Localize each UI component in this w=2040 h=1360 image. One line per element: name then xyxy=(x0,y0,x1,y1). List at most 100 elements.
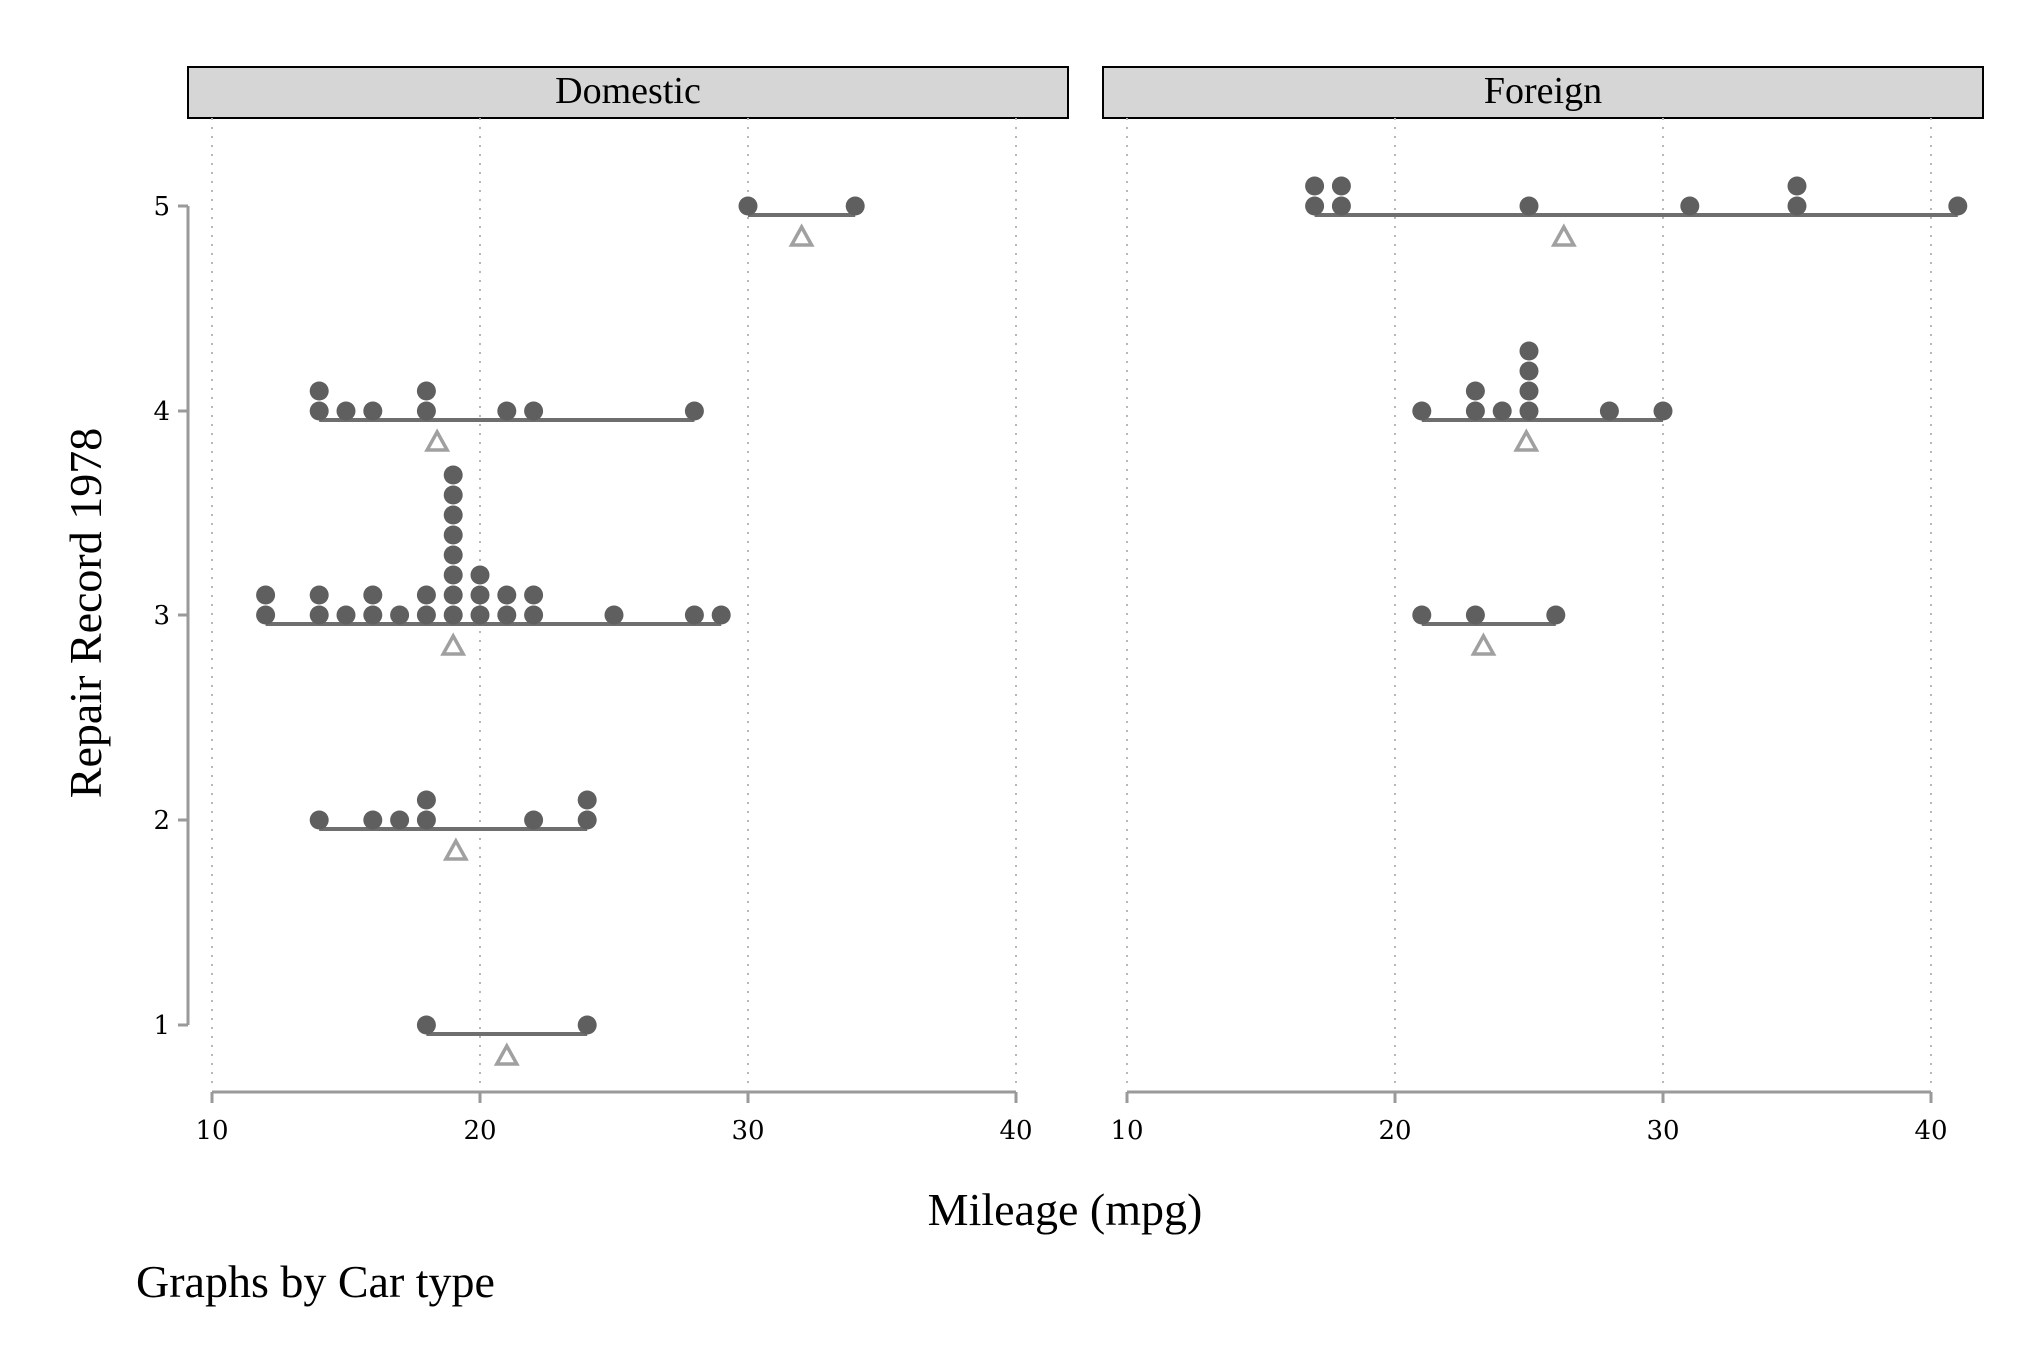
point-domestic-rep2-2 xyxy=(390,810,410,830)
point-domestic-rep2-6 xyxy=(577,810,597,830)
point-foreign-rep4-0 xyxy=(1412,401,1432,421)
point-domestic-rep1-1 xyxy=(577,1015,597,1035)
mean-marker-domestic-rep3 xyxy=(440,632,467,656)
x-tick-label-domestic-20: 20 xyxy=(463,1116,496,1146)
point-foreign-rep4-7 xyxy=(1519,341,1539,361)
point-domestic-rep2-5 xyxy=(524,810,544,830)
point-domestic-rep3-15 xyxy=(443,505,463,525)
point-domestic-rep3-19 xyxy=(470,585,490,605)
point-domestic-rep3-21 xyxy=(497,605,517,625)
x-tick-label-foreign-30: 30 xyxy=(1646,1116,1679,1146)
point-domestic-rep2-3 xyxy=(416,810,436,830)
point-domestic-rep4-2 xyxy=(336,401,356,421)
point-foreign-rep4-3 xyxy=(1492,401,1512,421)
point-domestic-rep4-3 xyxy=(363,401,383,421)
y-tick-label-3: 3 xyxy=(153,601,170,631)
point-domestic-rep3-0 xyxy=(256,605,276,625)
point-domestic-rep3-8 xyxy=(416,605,436,625)
point-domestic-rep3-20 xyxy=(470,565,490,585)
y-tick-label-4: 4 xyxy=(153,397,170,427)
x-axis-title: Mileage (mpg) xyxy=(928,1184,1203,1235)
point-domestic-rep1-0 xyxy=(416,1015,436,1035)
x-tick-label-domestic-40: 40 xyxy=(999,1116,1032,1146)
point-foreign-rep5-0 xyxy=(1305,196,1325,216)
point-foreign-rep5-5 xyxy=(1680,196,1700,216)
point-domestic-rep3-13 xyxy=(443,545,463,565)
point-domestic-rep3-10 xyxy=(443,605,463,625)
point-foreign-rep4-6 xyxy=(1519,361,1539,381)
point-domestic-rep4-1 xyxy=(309,381,329,401)
point-domestic-rep3-6 xyxy=(363,585,383,605)
point-foreign-rep4-5 xyxy=(1519,381,1539,401)
point-domestic-rep3-9 xyxy=(416,585,436,605)
x-tick-label-domestic-10: 10 xyxy=(195,1116,228,1146)
point-foreign-rep4-9 xyxy=(1653,401,1673,421)
point-domestic-rep3-23 xyxy=(524,605,544,625)
point-domestic-rep3-26 xyxy=(684,605,704,625)
chart-note: Graphs by Car type xyxy=(136,1256,495,1307)
point-foreign-rep5-7 xyxy=(1787,176,1807,196)
point-domestic-rep3-25 xyxy=(604,605,624,625)
x-tick-label-domestic-30: 30 xyxy=(731,1116,764,1146)
mean-marker-foreign-rep5 xyxy=(1550,223,1577,247)
point-domestic-rep3-5 xyxy=(363,605,383,625)
point-domestic-rep2-1 xyxy=(363,810,383,830)
point-domestic-rep4-4 xyxy=(416,401,436,421)
point-domestic-rep2-0 xyxy=(309,810,329,830)
point-domestic-rep3-27 xyxy=(711,605,731,625)
point-foreign-rep4-4 xyxy=(1519,401,1539,421)
mean-marker-foreign-rep4 xyxy=(1513,428,1540,452)
point-domestic-rep2-4 xyxy=(416,790,436,810)
point-foreign-rep5-2 xyxy=(1331,196,1351,216)
point-domestic-rep4-5 xyxy=(416,381,436,401)
point-domestic-rep3-1 xyxy=(256,585,276,605)
point-domestic-rep3-7 xyxy=(390,605,410,625)
point-foreign-rep3-1 xyxy=(1465,605,1485,625)
point-domestic-rep3-11 xyxy=(443,585,463,605)
point-domestic-rep3-3 xyxy=(309,585,329,605)
panel-title-foreign: Foreign xyxy=(1484,70,1602,112)
x-tick-label-foreign-40: 40 xyxy=(1914,1116,1947,1146)
point-domestic-rep3-22 xyxy=(497,585,517,605)
x-tick-label-foreign-10: 10 xyxy=(1110,1116,1143,1146)
mean-marker-domestic-rep4 xyxy=(424,428,451,452)
point-domestic-rep3-24 xyxy=(524,585,544,605)
point-foreign-rep5-1 xyxy=(1305,176,1325,196)
y-tick-label-2: 2 xyxy=(153,806,170,836)
point-domestic-rep2-7 xyxy=(577,790,597,810)
point-foreign-rep5-6 xyxy=(1787,196,1807,216)
point-domestic-rep3-12 xyxy=(443,565,463,585)
panel-header-foreign xyxy=(1102,66,1984,119)
point-foreign-rep3-2 xyxy=(1546,605,1566,625)
plot-layer: 1 2 3 4 5 Domestic 10 20 30 40 Foreign 10 20 30 40 xyxy=(153,66,1984,1146)
point-foreign-rep3-0 xyxy=(1412,605,1432,625)
point-foreign-rep4-1 xyxy=(1465,401,1485,421)
point-domestic-rep3-16 xyxy=(443,485,463,505)
point-foreign-rep4-2 xyxy=(1465,381,1485,401)
point-foreign-rep5-3 xyxy=(1331,176,1351,196)
point-domestic-rep5-0 xyxy=(738,196,758,216)
point-domestic-rep4-7 xyxy=(524,401,544,421)
panel-title-domestic: Domestic xyxy=(555,70,701,112)
mean-marker-domestic-rep5 xyxy=(788,223,815,247)
y-tick-label-5: 5 xyxy=(153,192,170,222)
point-foreign-rep4-8 xyxy=(1599,401,1619,421)
x-tick-label-foreign-20: 20 xyxy=(1378,1116,1411,1146)
point-domestic-rep5-1 xyxy=(845,196,865,216)
point-domestic-rep3-2 xyxy=(309,605,329,625)
point-domestic-rep3-14 xyxy=(443,525,463,545)
mean-marker-domestic-rep1 xyxy=(493,1042,520,1066)
point-domestic-rep3-18 xyxy=(470,605,490,625)
point-domestic-rep3-17 xyxy=(443,465,463,485)
point-domestic-rep4-8 xyxy=(684,401,704,421)
mean-marker-foreign-rep3 xyxy=(1470,632,1497,656)
point-foreign-rep5-8 xyxy=(1948,196,1968,216)
panel-header-domestic xyxy=(187,66,1069,119)
mean-marker-domestic-rep2 xyxy=(442,837,469,861)
point-domestic-rep3-4 xyxy=(336,605,356,625)
point-foreign-rep5-4 xyxy=(1519,196,1539,216)
point-domestic-rep4-6 xyxy=(497,401,517,421)
point-domestic-rep4-0 xyxy=(309,401,329,421)
y-axis-title: Repair Record 1978 xyxy=(60,428,111,798)
